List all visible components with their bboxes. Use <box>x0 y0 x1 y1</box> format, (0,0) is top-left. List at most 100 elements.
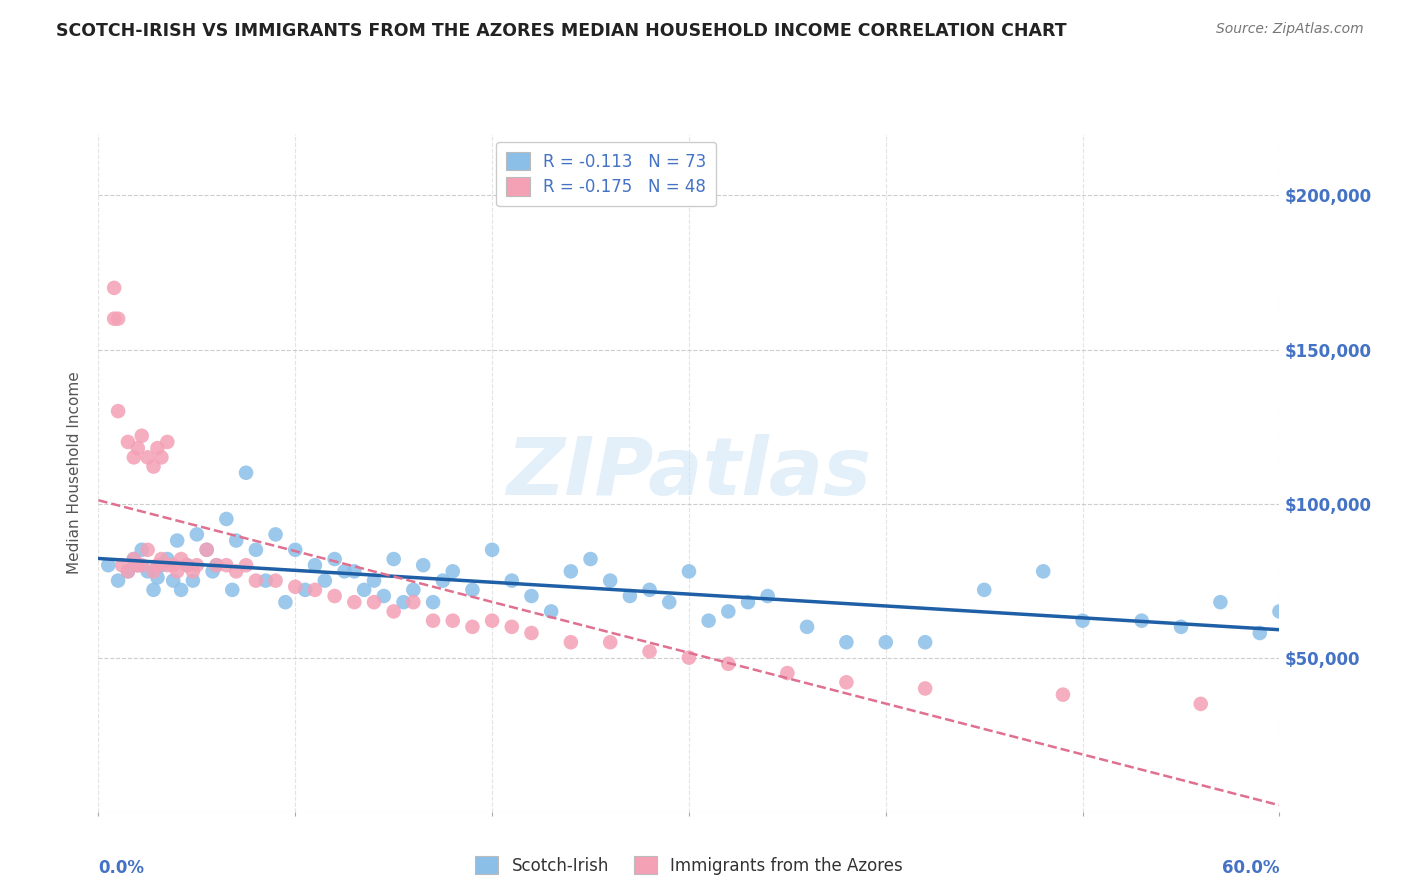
Point <box>402 595 425 609</box>
Point <box>264 527 287 541</box>
Point <box>382 552 405 566</box>
Point <box>117 434 139 449</box>
Point <box>186 527 208 541</box>
Point <box>215 558 238 573</box>
Point <box>107 311 129 326</box>
Point <box>973 582 995 597</box>
Point <box>392 595 415 609</box>
Point <box>245 574 267 588</box>
Point <box>170 582 193 597</box>
Point <box>363 595 385 609</box>
Point <box>294 582 316 597</box>
Point <box>181 574 204 588</box>
Text: 0.0%: 0.0% <box>98 859 145 877</box>
Point <box>1249 626 1271 640</box>
Point <box>520 589 543 603</box>
Point <box>619 589 641 603</box>
Point <box>127 558 149 573</box>
Point <box>131 558 153 573</box>
Point <box>146 558 169 573</box>
Point <box>225 565 247 579</box>
Point <box>776 666 799 681</box>
Point <box>150 552 173 566</box>
Point <box>432 574 454 588</box>
Point <box>150 450 173 465</box>
Point <box>186 558 208 573</box>
Point <box>481 542 503 557</box>
Point <box>599 635 621 649</box>
Point <box>717 604 740 618</box>
Point <box>914 635 936 649</box>
Point <box>333 565 356 579</box>
Text: 60.0%: 60.0% <box>1222 859 1279 877</box>
Point <box>254 574 277 588</box>
Text: Source: ZipAtlas.com: Source: ZipAtlas.com <box>1216 22 1364 37</box>
Point <box>599 574 621 588</box>
Point <box>274 595 297 609</box>
Point <box>142 565 165 579</box>
Point <box>441 565 464 579</box>
Point <box>304 558 326 573</box>
Point <box>560 635 582 649</box>
Point <box>382 604 405 618</box>
Point <box>363 574 385 588</box>
Point <box>162 574 184 588</box>
Point <box>235 466 257 480</box>
Point <box>127 558 149 573</box>
Point <box>215 512 238 526</box>
Point <box>914 681 936 696</box>
Point <box>146 570 169 584</box>
Point <box>373 589 395 603</box>
Point <box>221 582 243 597</box>
Point <box>245 542 267 557</box>
Point <box>835 635 858 649</box>
Point <box>150 558 173 573</box>
Point <box>131 542 153 557</box>
Point <box>304 582 326 597</box>
Point <box>166 533 188 548</box>
Point <box>343 565 366 579</box>
Point <box>835 675 858 690</box>
Text: SCOTCH-IRISH VS IMMIGRANTS FROM THE AZORES MEDIAN HOUSEHOLD INCOME CORRELATION C: SCOTCH-IRISH VS IMMIGRANTS FROM THE AZOR… <box>56 22 1067 40</box>
Point <box>142 459 165 474</box>
Point <box>461 620 484 634</box>
Point <box>156 434 179 449</box>
Point <box>678 650 700 665</box>
Point <box>195 542 218 557</box>
Point <box>127 441 149 455</box>
Point <box>122 450 145 465</box>
Point <box>195 542 218 557</box>
Point <box>737 595 759 609</box>
Point <box>122 552 145 566</box>
Point <box>501 574 523 588</box>
Point <box>422 595 444 609</box>
Point <box>697 614 720 628</box>
Point <box>540 604 562 618</box>
Point <box>717 657 740 671</box>
Point <box>146 441 169 455</box>
Point <box>796 620 818 634</box>
Point <box>176 558 198 573</box>
Point <box>136 542 159 557</box>
Y-axis label: Median Household Income: Median Household Income <box>67 371 83 574</box>
Point <box>166 565 188 579</box>
Point <box>201 565 224 579</box>
Point <box>284 580 307 594</box>
Point <box>117 565 139 579</box>
Point <box>1268 604 1291 618</box>
Point <box>170 552 193 566</box>
Point <box>136 450 159 465</box>
Point <box>1032 565 1054 579</box>
Point <box>314 574 336 588</box>
Point <box>481 614 503 628</box>
Point <box>353 582 375 597</box>
Point <box>284 542 307 557</box>
Point <box>875 635 897 649</box>
Point <box>1189 697 1212 711</box>
Point <box>103 281 125 295</box>
Point <box>402 582 425 597</box>
Point <box>422 614 444 628</box>
Point <box>103 311 125 326</box>
Point <box>107 404 129 418</box>
Point <box>107 574 129 588</box>
